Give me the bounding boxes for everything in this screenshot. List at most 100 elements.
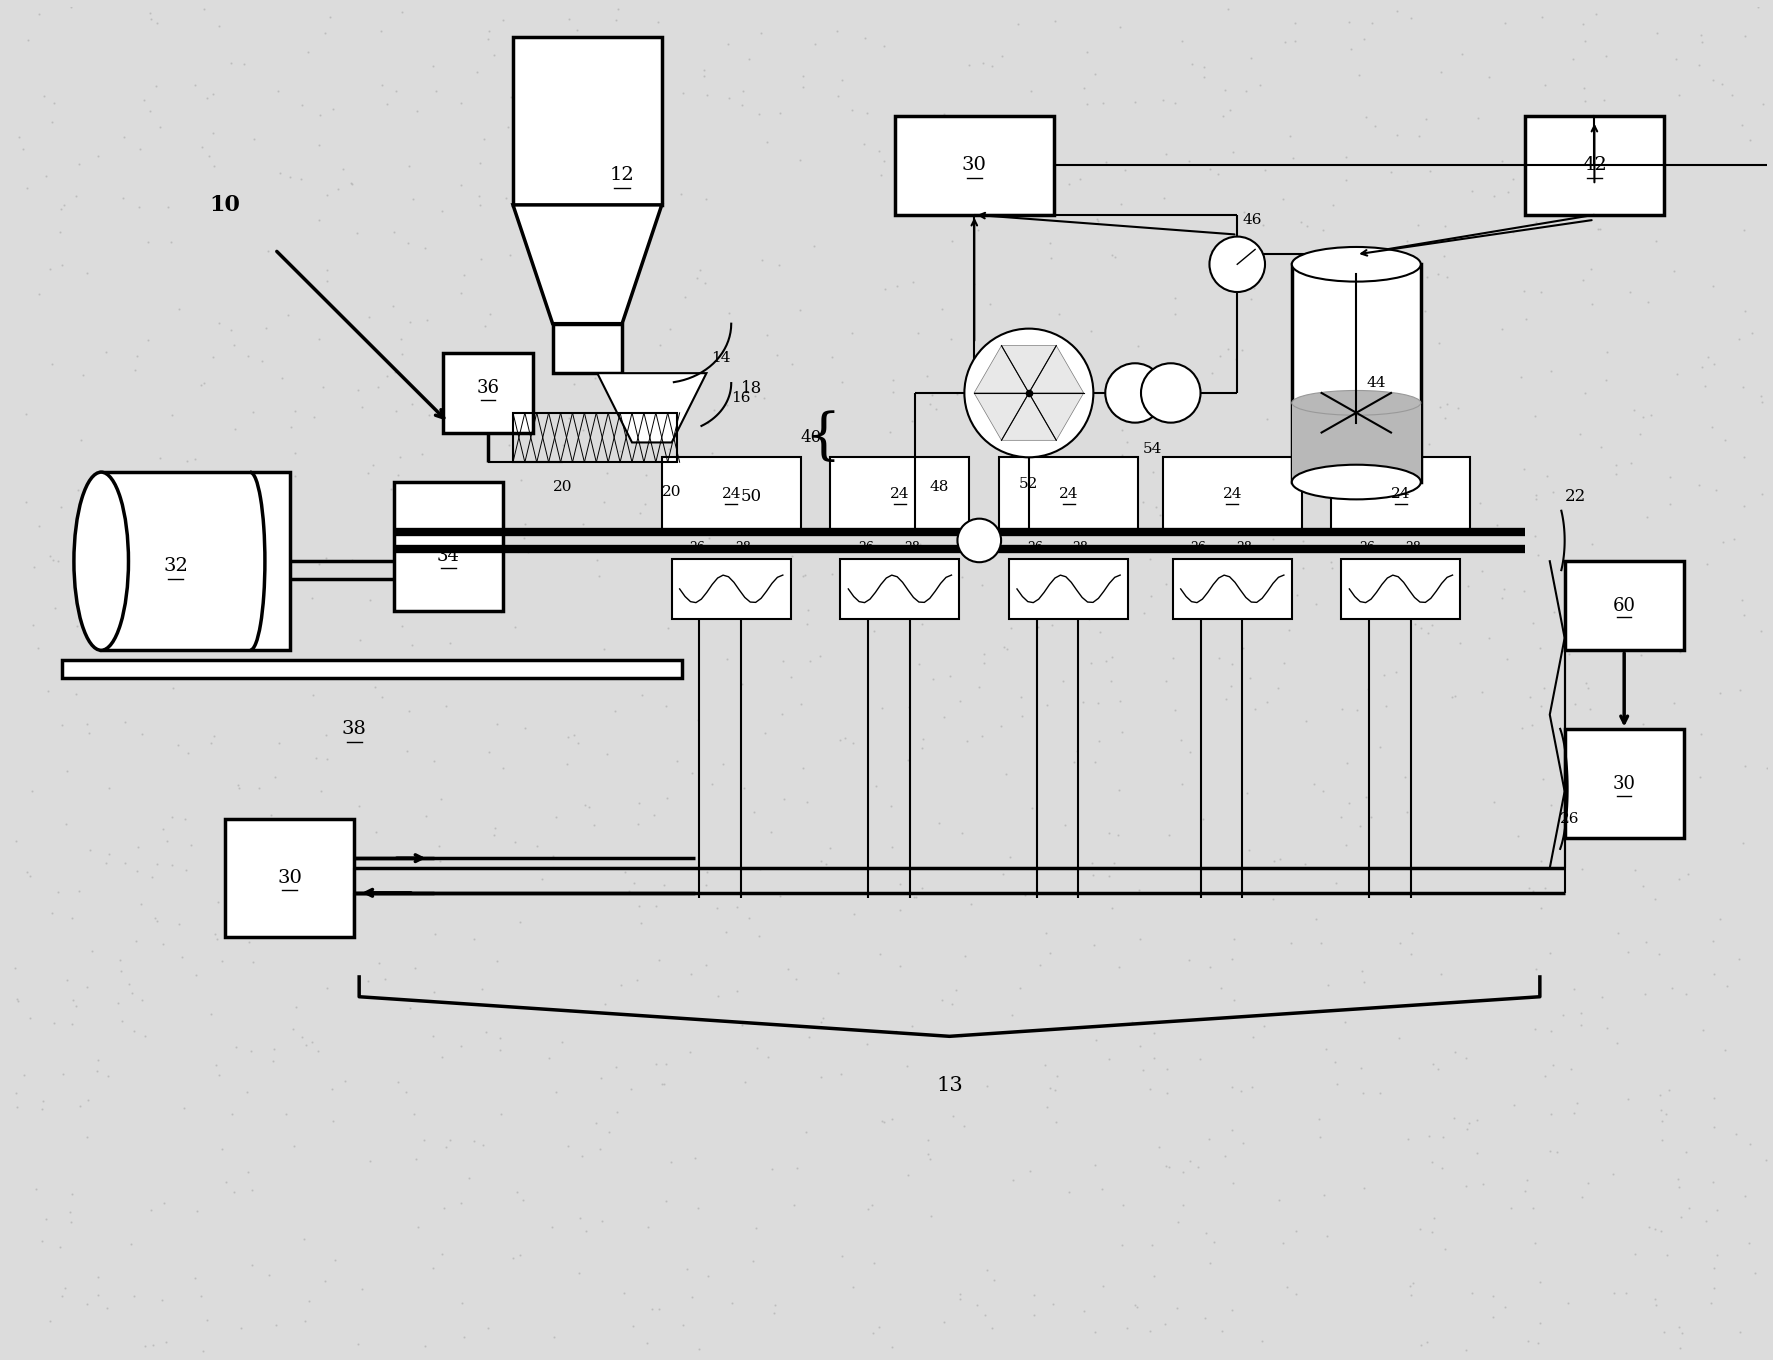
- Point: [137, 99, 165, 121]
- Point: [1479, 790, 1507, 812]
- Ellipse shape: [74, 472, 128, 650]
- Point: [644, 11, 672, 33]
- Point: [610, 1281, 638, 1303]
- Point: [1592, 1017, 1621, 1039]
- Point: [730, 513, 759, 534]
- Point: [1530, 1066, 1558, 1088]
- Point: [1661, 363, 1690, 385]
- Point: [722, 896, 750, 918]
- Point: [582, 287, 610, 309]
- Point: [1629, 983, 1658, 1005]
- Point: [472, 521, 500, 543]
- Point: [899, 272, 927, 294]
- Point: [436, 632, 465, 654]
- Point: [918, 668, 947, 690]
- Point: [1046, 456, 1074, 477]
- Point: [1667, 1322, 1695, 1344]
- Point: [254, 1263, 282, 1285]
- Point: [952, 730, 980, 752]
- Point: [693, 861, 722, 883]
- Point: [234, 932, 262, 953]
- Bar: [1009, 559, 1128, 619]
- Point: [321, 887, 349, 908]
- Point: [745, 925, 773, 947]
- Point: [1729, 446, 1757, 468]
- Point: [869, 150, 897, 171]
- Point: [1612, 1281, 1640, 1303]
- Text: 20: 20: [553, 480, 573, 494]
- Point: [1521, 957, 1550, 979]
- Point: [1227, 339, 1255, 360]
- Point: [418, 751, 447, 772]
- Point: [1230, 452, 1259, 473]
- Text: 46: 46: [1241, 212, 1261, 227]
- Point: [495, 434, 523, 456]
- Point: [1553, 573, 1582, 594]
- Point: [1527, 7, 1555, 29]
- Point: [1674, 1197, 1702, 1219]
- Point: [1097, 646, 1126, 668]
- Point: [606, 974, 635, 996]
- Point: [138, 1334, 167, 1356]
- Bar: [512, 37, 661, 205]
- Point: [929, 103, 957, 125]
- Point: [200, 155, 229, 177]
- Point: [1699, 1277, 1727, 1299]
- Point: [1752, 1149, 1773, 1171]
- Point: [676, 1042, 704, 1064]
- Point: [1587, 802, 1615, 824]
- Point: [1521, 211, 1550, 233]
- Point: [539, 846, 567, 868]
- Text: 22: 22: [1564, 488, 1585, 506]
- Point: [690, 58, 718, 80]
- Point: [511, 513, 539, 534]
- Point: [1018, 415, 1046, 437]
- Point: [1043, 1111, 1071, 1133]
- Point: [275, 872, 303, 894]
- Point: [122, 861, 151, 883]
- Point: [1135, 1078, 1163, 1100]
- Point: [291, 1034, 319, 1055]
- Point: [264, 732, 293, 753]
- Point: [12, 403, 41, 424]
- Point: [789, 564, 817, 586]
- Bar: [1564, 562, 1683, 650]
- Point: [64, 479, 92, 500]
- Point: [388, 343, 417, 364]
- Ellipse shape: [1291, 248, 1420, 282]
- Point: [1105, 691, 1133, 713]
- Point: [465, 152, 493, 174]
- Point: [1530, 73, 1558, 95]
- Point: [972, 1074, 1000, 1096]
- Point: [1505, 366, 1534, 388]
- Bar: [225, 819, 355, 937]
- Point: [1135, 1321, 1163, 1342]
- Point: [1115, 404, 1144, 426]
- Point: [711, 921, 739, 942]
- Point: [362, 820, 390, 842]
- Point: [1191, 1223, 1220, 1244]
- Text: 28: 28: [734, 541, 750, 555]
- Point: [426, 850, 454, 872]
- Text: 24: 24: [1222, 487, 1241, 500]
- Point: [324, 178, 353, 200]
- Point: [695, 528, 723, 549]
- Point: [48, 1064, 76, 1085]
- Point: [1136, 1234, 1165, 1255]
- Point: [924, 812, 952, 834]
- Point: [238, 951, 266, 972]
- Point: [312, 548, 340, 570]
- Point: [1282, 1220, 1310, 1242]
- Point: [794, 1027, 823, 1049]
- Point: [858, 1194, 886, 1216]
- Point: [1175, 524, 1204, 545]
- Point: [472, 1021, 500, 1043]
- Point: [1699, 1171, 1727, 1193]
- Point: [371, 968, 399, 990]
- Point: [222, 1036, 250, 1058]
- Point: [1461, 1108, 1489, 1130]
- Point: [1002, 492, 1030, 514]
- Point: [1645, 1220, 1674, 1242]
- Point: [1427, 1157, 1456, 1179]
- Point: [418, 56, 447, 78]
